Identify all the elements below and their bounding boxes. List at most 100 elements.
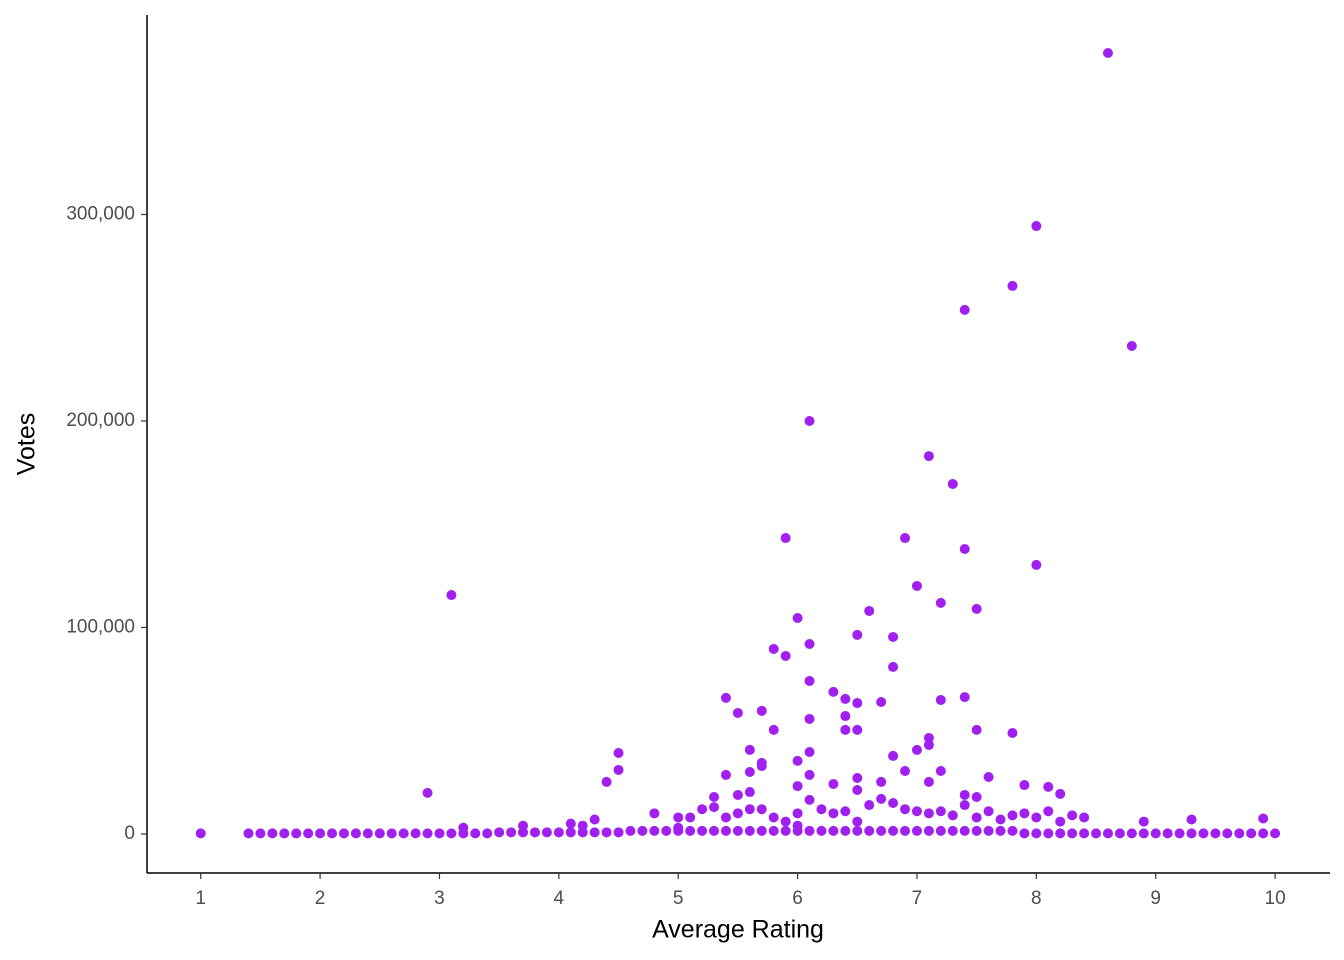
point xyxy=(995,814,1006,825)
point xyxy=(1138,816,1149,827)
point xyxy=(1270,828,1281,839)
point xyxy=(911,806,922,817)
x-tick-label: 10 xyxy=(1265,888,1286,909)
point xyxy=(1067,828,1078,839)
point xyxy=(756,825,767,836)
point xyxy=(720,812,731,823)
point xyxy=(589,814,600,825)
point xyxy=(732,808,743,819)
point xyxy=(959,800,970,811)
point xyxy=(900,825,911,836)
point xyxy=(756,804,767,815)
point xyxy=(804,746,815,757)
point xyxy=(386,828,397,839)
point xyxy=(1031,221,1042,232)
point xyxy=(852,816,863,827)
point xyxy=(959,692,970,703)
point xyxy=(792,612,803,623)
point xyxy=(804,825,815,836)
point xyxy=(756,761,767,772)
point xyxy=(792,825,803,836)
point xyxy=(1246,828,1257,839)
point xyxy=(935,806,946,817)
point xyxy=(470,828,481,839)
point xyxy=(792,755,803,766)
point xyxy=(362,828,373,839)
point xyxy=(840,693,851,704)
point xyxy=(959,789,970,800)
point xyxy=(1150,828,1161,839)
point xyxy=(876,825,887,836)
point xyxy=(744,787,755,798)
point xyxy=(709,792,720,803)
point xyxy=(864,605,875,616)
point xyxy=(1174,828,1185,839)
point xyxy=(1007,280,1018,291)
point xyxy=(1043,828,1054,839)
point xyxy=(291,828,302,839)
point xyxy=(888,661,899,672)
point xyxy=(1019,780,1030,791)
point xyxy=(350,828,361,839)
point xyxy=(661,825,672,836)
point xyxy=(852,724,863,735)
point xyxy=(923,808,934,819)
point xyxy=(852,629,863,640)
point xyxy=(374,828,385,839)
point xyxy=(1031,828,1042,839)
point xyxy=(744,825,755,836)
point xyxy=(732,825,743,836)
point xyxy=(1055,816,1066,827)
point xyxy=(780,816,791,827)
point xyxy=(840,711,851,722)
point xyxy=(971,792,982,803)
point xyxy=(768,724,779,735)
point xyxy=(1258,813,1269,824)
point xyxy=(744,804,755,815)
point xyxy=(864,825,875,836)
point xyxy=(911,825,922,836)
point xyxy=(935,765,946,776)
point xyxy=(589,827,600,838)
x-tick-label: 7 xyxy=(912,888,923,909)
point xyxy=(959,304,970,315)
point xyxy=(780,533,791,544)
point xyxy=(1043,806,1054,817)
x-tick-label: 2 xyxy=(315,888,326,909)
point xyxy=(876,697,887,708)
point xyxy=(601,827,612,838)
point xyxy=(601,776,612,787)
point xyxy=(434,828,445,839)
point xyxy=(1102,47,1113,58)
point xyxy=(804,794,815,805)
point xyxy=(923,732,934,743)
point xyxy=(888,750,899,761)
point xyxy=(613,827,624,838)
point xyxy=(947,810,958,821)
y-tick-label: 100,000 xyxy=(66,616,135,637)
point xyxy=(1198,828,1209,839)
point xyxy=(828,778,839,789)
x-tick-label: 5 xyxy=(673,888,684,909)
point xyxy=(327,828,338,839)
point xyxy=(840,825,851,836)
point xyxy=(935,597,946,608)
point xyxy=(685,812,696,823)
point xyxy=(744,767,755,778)
point xyxy=(947,825,958,836)
point xyxy=(768,825,779,836)
point xyxy=(935,825,946,836)
point xyxy=(458,828,469,839)
point xyxy=(398,828,409,839)
point xyxy=(1186,814,1197,825)
point xyxy=(780,650,791,661)
point xyxy=(422,787,433,798)
y-axis-title: Votes xyxy=(13,413,41,476)
point xyxy=(303,828,314,839)
point xyxy=(768,643,779,654)
point xyxy=(876,793,887,804)
point xyxy=(828,808,839,819)
point xyxy=(541,827,552,838)
point xyxy=(1210,828,1221,839)
